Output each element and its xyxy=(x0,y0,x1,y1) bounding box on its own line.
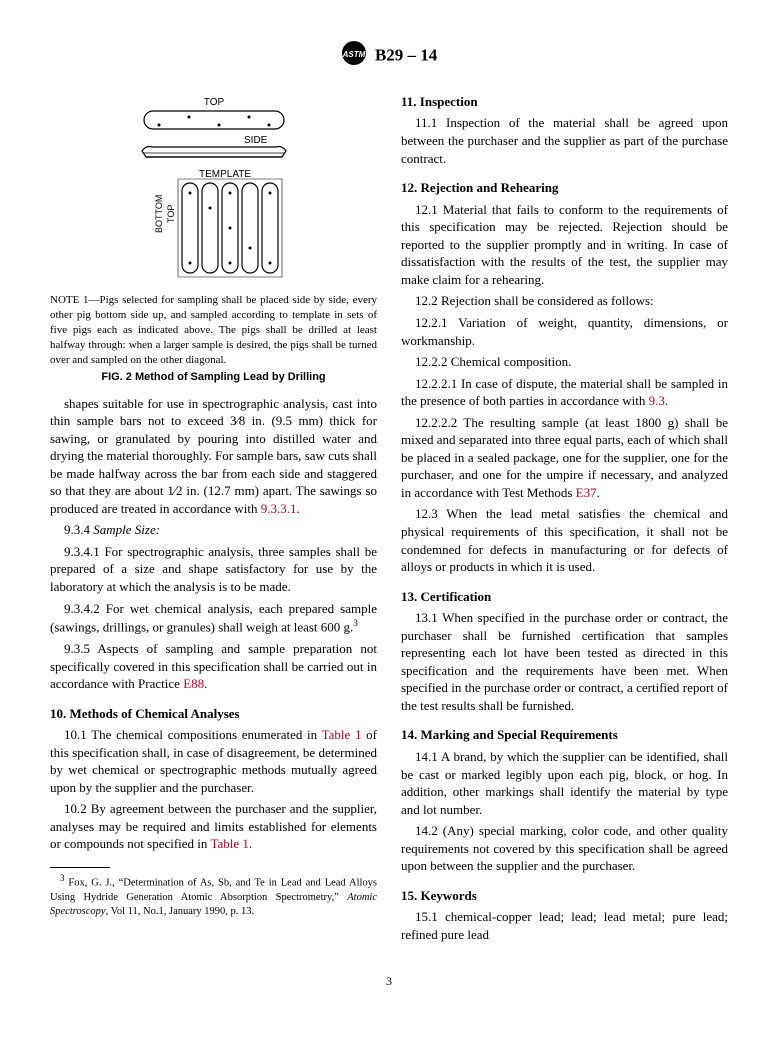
page-header: ASTM B29 – 14 xyxy=(50,40,728,73)
astm-logo-icon: ASTM xyxy=(341,40,367,73)
para-12-2: 12.2 Rejection shall be considered as fo… xyxy=(401,292,728,310)
figure-2-note: NOTE 1—Pigs selected for sampling shall … xyxy=(50,293,377,367)
ref-93: 9.3 xyxy=(649,393,665,408)
fig-label-side: SIDE xyxy=(244,135,268,146)
ref-table1-b: Table 1 xyxy=(210,836,248,851)
para-9-3-4-2: 9.3.4.2 For wet chemical analysis, each … xyxy=(50,600,377,636)
para-13-1: 13.1 When specified in the purchase orde… xyxy=(401,609,728,714)
para-14-2: 14.2 (Any) special marking, color code, … xyxy=(401,822,728,875)
fig-note-label: NOTE xyxy=(50,294,79,306)
para-12-2-2-2: 12.2.2.2 The resulting sample (at least … xyxy=(401,414,728,502)
section-12-head: 12. Rejection and Rehearing xyxy=(401,179,728,197)
para-9-3-4: 9.3.4 Sample Size: xyxy=(50,521,377,539)
footnote-3: 3 Fox, G. J., “Determination of As, Sb, … xyxy=(50,872,377,919)
page-number: 3 xyxy=(50,973,728,989)
section-11-head: 11. Inspection xyxy=(401,93,728,111)
para-12-2-1: 12.2.1 Variation of weight, quantity, di… xyxy=(401,314,728,349)
para-9-3-4-1: 9.3.4.1 For spectrographic analysis, thr… xyxy=(50,543,377,596)
fig-label-top-v: TOP xyxy=(166,205,176,223)
header-designation: B29 – 14 xyxy=(375,45,437,64)
content-columns: TOP SIDE TEMPLATE BOTTOM TOP xyxy=(50,93,728,944)
ref-e37: E37 xyxy=(576,485,597,500)
ref-table1-a: Table 1 xyxy=(322,727,362,742)
para-11-1: 11.1 Inspection of the material shall be… xyxy=(401,114,728,167)
para-12-2-2: 12.2.2 Chemical composition. xyxy=(401,353,728,371)
svg-text:ASTM: ASTM xyxy=(341,50,365,59)
footnote-rule xyxy=(50,867,110,868)
para-10-1: 10.1 The chemical compositions enumerate… xyxy=(50,726,377,796)
para-12-1: 12.1 Material that fails to conform to t… xyxy=(401,201,728,289)
section-10-head: 10. Methods of Chemical Analyses xyxy=(50,705,377,723)
para-9-3-3-cont: shapes suitable for use in spectrographi… xyxy=(50,395,377,518)
para-10-2: 10.2 By agreement between the purchaser … xyxy=(50,800,377,853)
fig-note-num: 1— xyxy=(83,294,100,306)
sample-size-heading: Sample Size: xyxy=(93,522,160,537)
ref-9331: 9.3.3.1 xyxy=(261,501,297,516)
figure-2-svg: TOP SIDE TEMPLATE BOTTOM TOP xyxy=(104,93,324,283)
fig-note-text: Pigs selected for sampling shall be plac… xyxy=(50,294,377,365)
footnote-ref-3: 3 xyxy=(353,618,358,628)
figure-2-caption: FIG. 2 Method of Sampling Lead by Drilli… xyxy=(50,370,377,385)
fig-label-top: TOP xyxy=(203,97,224,108)
para-9-3-5: 9.3.5 Aspects of sampling and sample pre… xyxy=(50,640,377,693)
figure-2: TOP SIDE TEMPLATE BOTTOM TOP xyxy=(50,93,377,385)
para-14-1: 14.1 A brand, by which the supplier can … xyxy=(401,748,728,818)
fig-label-template: TEMPLATE xyxy=(199,169,251,180)
para-15-1: 15.1 chemical-copper lead; lead; lead me… xyxy=(401,908,728,943)
fig-label-bottom-v: BOTTOM xyxy=(154,195,164,233)
ref-e88: E88 xyxy=(183,676,204,691)
section-13-head: 13. Certification xyxy=(401,588,728,606)
section-14-head: 14. Marking and Special Requirements xyxy=(401,726,728,744)
para-12-2-2-1: 12.2.2.1 In case of dispute, the materia… xyxy=(401,375,728,410)
para-12-3: 12.3 When the lead metal satisfies the c… xyxy=(401,505,728,575)
section-15-head: 15. Keywords xyxy=(401,887,728,905)
